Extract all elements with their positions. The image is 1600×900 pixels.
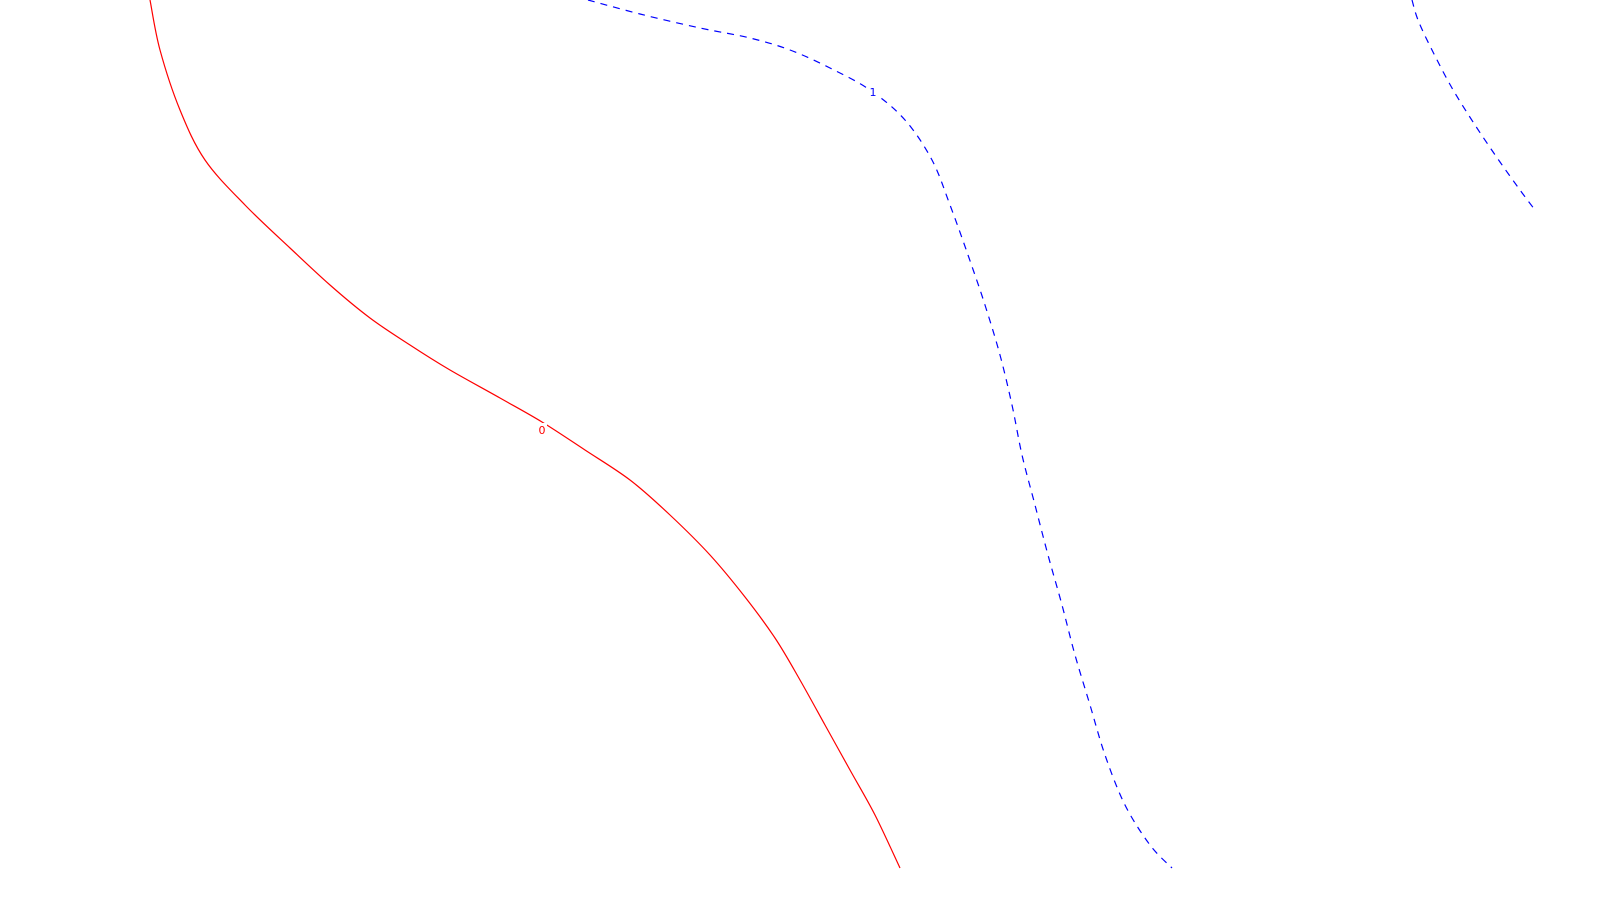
contour-line-level-1-segment-1: [1411, 0, 1536, 211]
contour-label-background-level-0: [537, 423, 547, 435]
contour-label-level-0: 0: [539, 424, 546, 437]
contour-lines-layer: [149, 0, 1536, 869]
contour-label-background-level-1: [868, 85, 878, 97]
contour-line-level-1-segment-0: [587, 0, 1173, 869]
contour-label-level-1: 1: [870, 86, 877, 99]
contour-labels-layer: 01: [537, 85, 878, 437]
contour-line-level-0-segment-0: [149, 0, 901, 869]
